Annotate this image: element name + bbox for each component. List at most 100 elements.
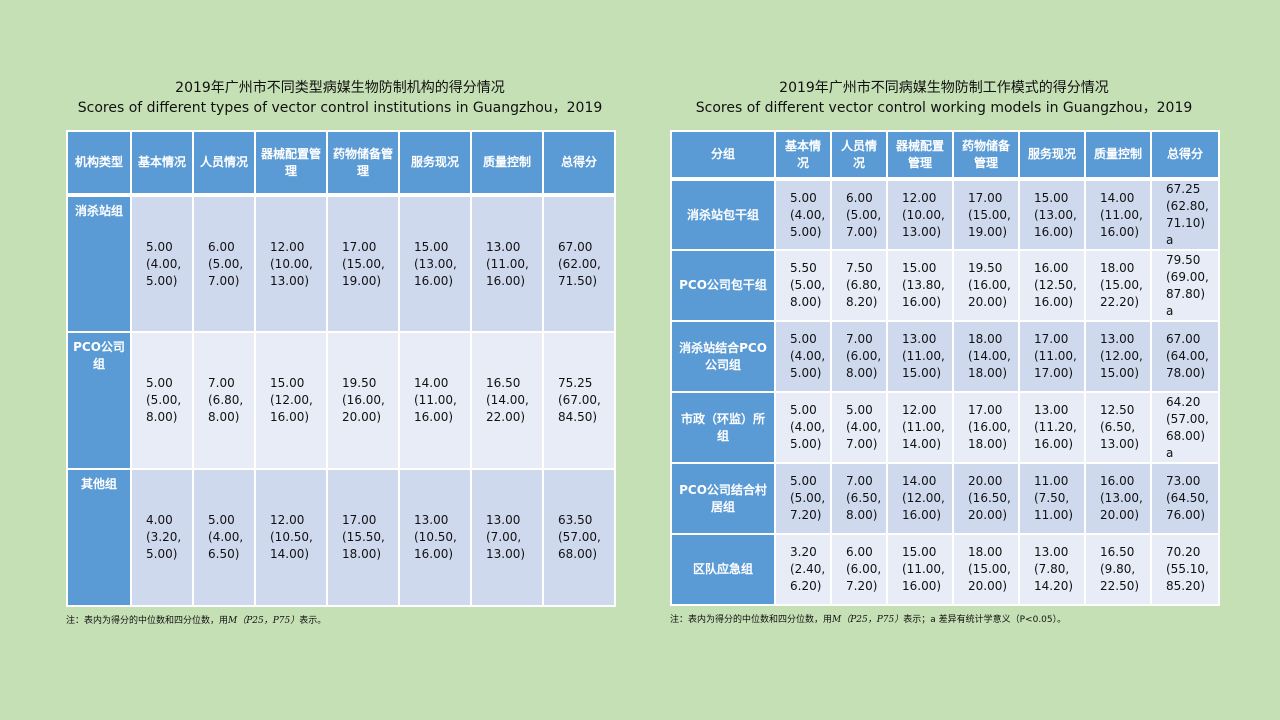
right-value-cell: 70.20 (55.10, 85.20) (1150, 533, 1220, 606)
right-value-cell: 67.25 (62.80, 71.10) a (1150, 178, 1220, 251)
right-header-row: 分组 基本情况 人员情况 器械配置管理 药物储备管理 服务现况 质量控制 总得分 (670, 130, 1220, 181)
left-header-cell: 器械配置管理 (254, 130, 328, 197)
right-header-cell: 器械配置管理 (886, 130, 954, 181)
left-value-cell: 15.00 (12.00, 16.00) (254, 331, 328, 470)
left-value-cell: 19.50 (16.00, 20.00) (326, 331, 400, 470)
left-value-cell: 15.00 (13.00, 16.00) (398, 194, 472, 333)
left-value-cell: 12.00 (10.50, 14.00) (254, 468, 328, 607)
right-value-cell: 17.00 (16.00, 18.00) (952, 391, 1020, 464)
right-value-cell: 16.50 (9.80, 22.50) (1084, 533, 1152, 606)
left-header-cell: 人员情况 (192, 130, 256, 197)
right-value-cell: 15.00 (13.80, 16.00) (886, 249, 954, 322)
left-value-cell: 17.00 (15.50, 18.00) (326, 468, 400, 607)
left-header-cell: 服务现况 (398, 130, 472, 197)
left-note-formula: M（P25，P75） (228, 616, 300, 626)
left-value-cell: 5.00 (4.00, 5.00) (130, 194, 194, 333)
right-header-cell: 药物储备管理 (952, 130, 1020, 181)
left-value-cell: 12.00 (10.00, 13.00) (254, 194, 328, 333)
right-value-cell: 19.50 (16.00, 20.00) (952, 249, 1020, 322)
left-note-prefix: 注：表内为得分的中位数和四分位数，用 (66, 616, 229, 626)
left-header-row: 机构类型 基本情况 人员情况 器械配置管理 药物储备管理 服务现况 质量控制 总… (66, 130, 616, 197)
right-table-row: 消杀站结合PCO公司组 5.00 (4.00, 5.00) 7.00 (6.00, … (670, 320, 1220, 393)
left-header-cell: 质量控制 (470, 130, 544, 197)
right-value-cell: 5.50 (5.00, 8.00) (774, 249, 832, 322)
right-value-cell: 13.00 (12.00, 15.00) (1084, 320, 1152, 393)
right-value-cell: 11.00 (7.50, 11.00) (1018, 462, 1086, 535)
left-value-cell: 13.00 (10.50, 16.00) (398, 468, 472, 607)
right-table-row: 消杀站包干组 5.00 (4.00, 5.00) 6.00 (5.00, 7.00)… (670, 178, 1220, 251)
right-value-cell: 13.00 (11.00, 15.00) (886, 320, 954, 393)
right-table-row: PCO公司结合村居组 5.00 (5.00, 7.20) 7.00 (6.50, 8… (670, 462, 1220, 535)
right-value-cell: 13.00 (7.80, 14.20) (1018, 533, 1086, 606)
right-value-cell: 5.00 (4.00, 5.00) (774, 391, 832, 464)
right-value-cell: 17.00 (11.00, 17.00) (1018, 320, 1086, 393)
right-value-cell: 14.00 (11.00, 16.00) (1084, 178, 1152, 251)
right-value-cell: 5.00 (5.00, 7.20) (774, 462, 832, 535)
right-value-cell: 18.00 (15.00, 22.20) (1084, 249, 1152, 322)
left-title-cn: 2019年广州市不同类型病媒生物防制机构的得分情况 (175, 80, 505, 96)
left-group-cell: 其他组 (66, 468, 132, 607)
left-table-row: 消杀站组 5.00 (4.00, 5.00) 6.00 (5.00, 7.00) 12… (66, 194, 616, 333)
left-value-cell: 4.00 (3.20, 5.00) (130, 468, 194, 607)
left-value-cell: 5.00 (5.00, 8.00) (130, 331, 194, 470)
right-value-cell: 18.00 (15.00, 20.00) (952, 533, 1020, 606)
right-note-formula: M（P25，P75） (832, 615, 904, 625)
right-title-en: Scores of different vector control worki… (695, 100, 1193, 116)
left-value-cell: 14.00 (11.00, 16.00) (398, 331, 472, 470)
right-value-cell: 67.00 (64.00, 78.00) (1150, 320, 1220, 393)
right-value-cell: 6.00 (5.00, 7.00) (830, 178, 888, 251)
right-header-cell: 分组 (670, 130, 776, 181)
right-group-cell: 消杀站结合PCO公司组 (670, 320, 776, 393)
right-value-cell: 15.00 (13.00, 16.00) (1018, 178, 1086, 251)
right-group-cell: PCO公司包干组 (670, 249, 776, 322)
right-note-suffix: 表示；a 差异有统计学意义（P<0.05）。 (903, 615, 1067, 625)
right-table-title: 2019年广州市不同病媒生物防制工作模式的得分情况 Scores of diff… (670, 78, 1218, 118)
right-value-cell: 79.50 (69.00, 87.80) a (1150, 249, 1220, 322)
right-value-cell: 5.00 (4.00, 7.00) (830, 391, 888, 464)
left-note-suffix: 表示。 (299, 616, 327, 626)
left-value-cell: 63.50 (57.00, 68.00) (542, 468, 616, 607)
right-value-cell: 73.00 (64.50, 76.00) (1150, 462, 1220, 535)
right-header-cell: 人员情况 (830, 130, 888, 181)
right-value-cell: 18.00 (14.00, 18.00) (952, 320, 1020, 393)
right-note-prefix: 注：表内为得分的中位数和四分位数，用 (670, 615, 833, 625)
right-group-cell: PCO公司结合村居组 (670, 462, 776, 535)
right-title-cn: 2019年广州市不同病媒生物防制工作模式的得分情况 (779, 80, 1109, 96)
right-table-row: PCO公司包干组 5.50 (5.00, 8.00) 7.50 (6.80, 8.2… (670, 249, 1220, 322)
right-value-cell: 7.00 (6.00, 8.00) (830, 320, 888, 393)
right-table-row: 市政（环监）所组 5.00 (4.00, 5.00) 5.00 (4.00, 7.0… (670, 391, 1220, 464)
left-table-note: 注：表内为得分的中位数和四分位数，用M（P25，P75）表示。 (66, 613, 614, 626)
left-header-cell: 药物储备管理 (326, 130, 400, 197)
left-header-cell: 机构类型 (66, 130, 132, 197)
left-value-cell: 7.00 (6.80, 8.00) (192, 331, 256, 470)
right-value-cell: 13.00 (11.20, 16.00) (1018, 391, 1086, 464)
left-table-row: PCO公司组 5.00 (5.00, 8.00) 7.00 (6.80, 8.00)… (66, 331, 616, 470)
right-group-cell: 消杀站包干组 (670, 178, 776, 251)
right-value-cell: 20.00 (16.50, 20.00) (952, 462, 1020, 535)
right-value-cell: 7.50 (6.80, 8.20) (830, 249, 888, 322)
left-group-cell: PCO公司组 (66, 331, 132, 470)
left-table-row: 其他组 4.00 (3.20, 5.00) 5.00 (4.00, 6.50) 12.… (66, 468, 616, 607)
right-header-cell: 服务现况 (1018, 130, 1086, 181)
right-value-cell: 5.00 (4.00, 5.00) (774, 178, 832, 251)
left-panel: 2019年广州市不同类型病媒生物防制机构的得分情况 Scores of diff… (66, 78, 616, 626)
right-score-table: 分组 基本情况 人员情况 器械配置管理 药物储备管理 服务现况 质量控制 总得分… (670, 130, 1220, 606)
right-value-cell: 16.00 (12.50, 16.00) (1018, 249, 1086, 322)
right-value-cell: 3.20 (2.40, 6.20) (774, 533, 832, 606)
left-value-cell: 5.00 (4.00, 6.50) (192, 468, 256, 607)
right-group-cell: 市政（环监）所组 (670, 391, 776, 464)
left-score-table: 机构类型 基本情况 人员情况 器械配置管理 药物储备管理 服务现况 质量控制 总… (66, 130, 616, 607)
right-table-row: 区队应急组 3.20 (2.40, 6.20) 6.00 (6.00, 7.20) 1… (670, 533, 1220, 606)
right-header-cell: 质量控制 (1084, 130, 1152, 181)
left-value-cell: 6.00 (5.00, 7.00) (192, 194, 256, 333)
right-group-cell: 区队应急组 (670, 533, 776, 606)
right-panel: 2019年广州市不同病媒生物防制工作模式的得分情况 Scores of diff… (670, 78, 1220, 625)
right-header-cell: 总得分 (1150, 130, 1220, 181)
right-value-cell: 64.20 (57.00, 68.00) a (1150, 391, 1220, 464)
left-value-cell: 13.00 (11.00, 16.00) (470, 194, 544, 333)
right-value-cell: 12.50 (6.50, 13.00) (1084, 391, 1152, 464)
left-table-title: 2019年广州市不同类型病媒生物防制机构的得分情况 Scores of diff… (66, 78, 614, 118)
left-value-cell: 75.25 (67.00, 84.50) (542, 331, 616, 470)
right-value-cell: 12.00 (11.00, 14.00) (886, 391, 954, 464)
left-value-cell: 17.00 (15.00, 19.00) (326, 194, 400, 333)
